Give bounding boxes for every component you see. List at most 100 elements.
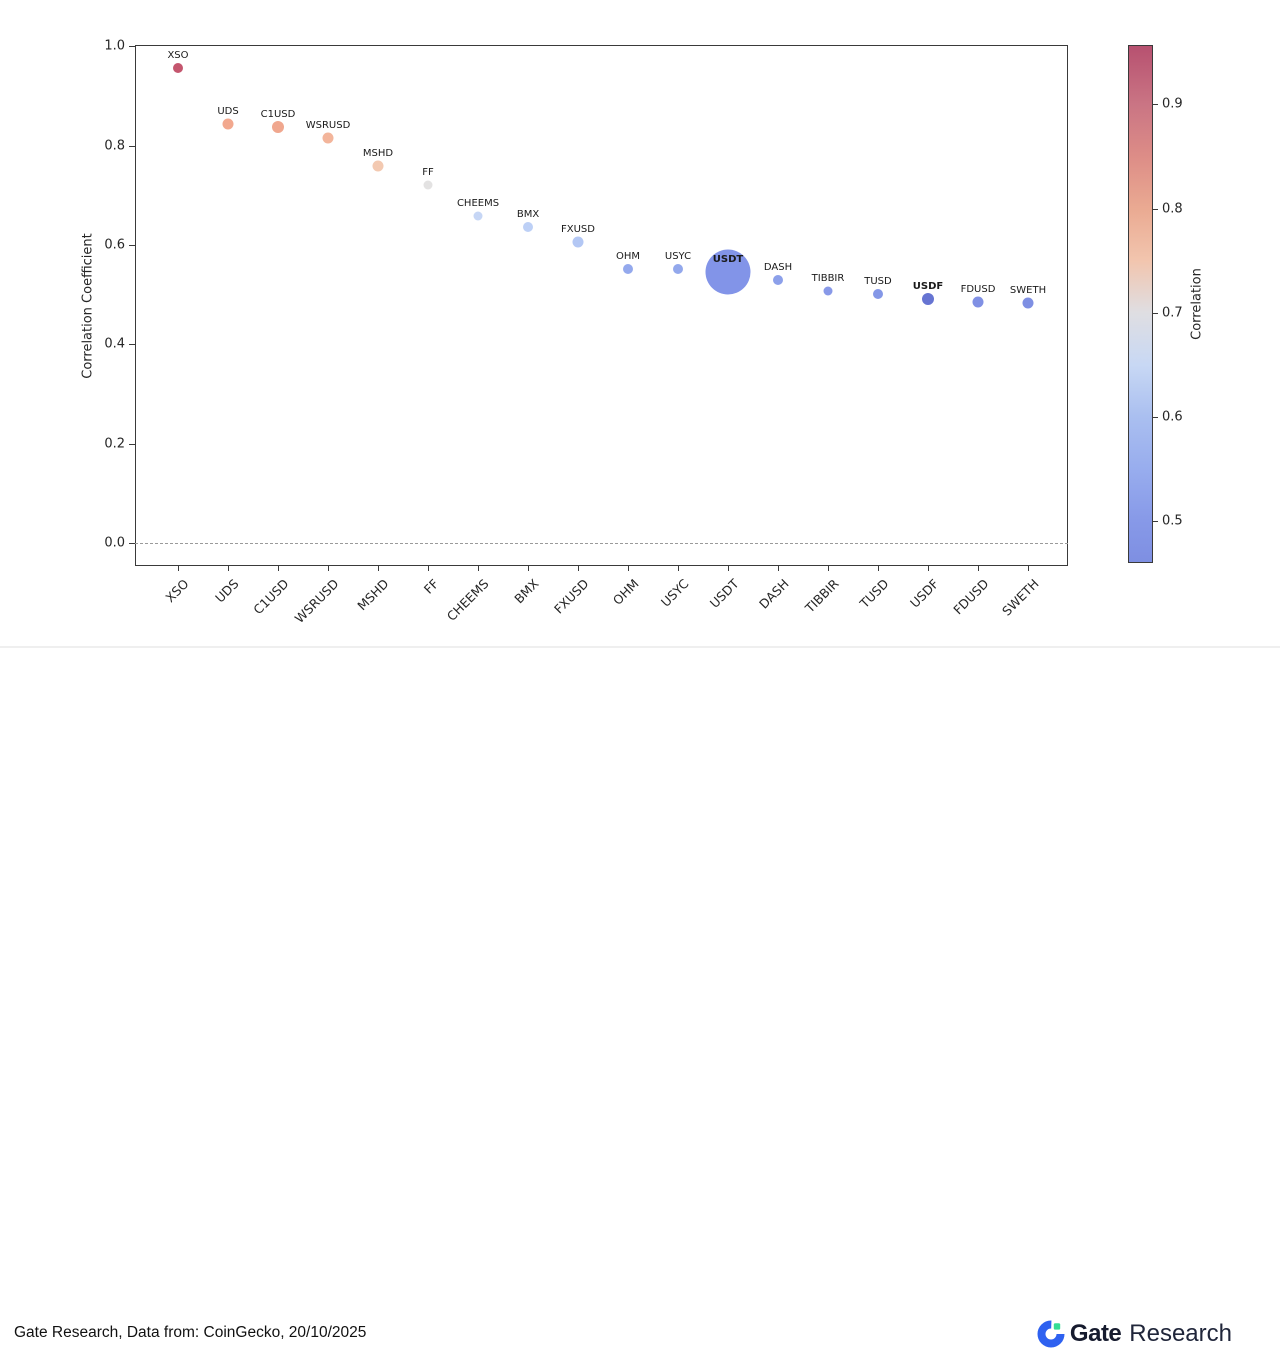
- x-tick-label: TIBBIR: [802, 576, 842, 616]
- x-tick-mark: [678, 566, 679, 571]
- data-source-text: Gate Research, Data from: CoinGecko, 20/…: [14, 1324, 367, 1341]
- y-tick-mark: [129, 145, 135, 147]
- data-point-label: USDF: [912, 281, 944, 293]
- y-axis-title: Correlation Coefficient: [80, 233, 96, 379]
- data-point-ohm: [623, 263, 633, 274]
- x-tick-mark: [378, 566, 379, 571]
- x-tick-label: UDS: [212, 576, 242, 606]
- x-tick-label: BMX: [511, 576, 542, 607]
- data-point-usdf: [922, 293, 934, 306]
- x-tick-mark: [428, 566, 429, 571]
- y-tick-label: 0.0: [104, 535, 125, 551]
- data-point-tibbir: [823, 286, 833, 296]
- x-tick-mark: [228, 566, 229, 571]
- footer: Gate Research, Data from: CoinGecko, 20/…: [0, 648, 1280, 1348]
- data-point-label: MSHD: [362, 147, 394, 159]
- data-point-label: DASH: [763, 261, 793, 273]
- x-tick-mark: [578, 566, 579, 571]
- data-point-label: CHEEMS: [456, 197, 500, 209]
- y-tick-mark: [129, 443, 135, 445]
- data-point-cheems: [473, 211, 483, 221]
- y-tick-label: 0.6: [104, 237, 125, 253]
- x-tick-label: XSO: [162, 576, 192, 606]
- x-tick-mark: [828, 566, 829, 571]
- footer-divider: [0, 646, 1280, 648]
- colorbar-tick-label: 0.7: [1162, 305, 1183, 321]
- data-point-bmx: [523, 221, 533, 232]
- x-tick-label: MSHD: [354, 576, 392, 614]
- data-point-label: TIBBIR: [811, 272, 845, 284]
- data-point-sweth: [1022, 297, 1034, 309]
- data-point-label: FDUSD: [960, 283, 996, 295]
- data-point-label: WSRUSD: [305, 120, 351, 132]
- data-point-label: USYC: [664, 251, 692, 263]
- x-tick-label: C1USD: [250, 576, 292, 618]
- data-point-label: TUSD: [864, 275, 892, 287]
- y-tick-label: 0.8: [104, 138, 125, 154]
- data-point-label: UDS: [217, 106, 239, 118]
- data-point-tusd: [873, 288, 883, 299]
- data-point-label: FF: [422, 166, 434, 178]
- data-point-uds: [222, 118, 234, 130]
- x-tick-label: USDF: [907, 576, 942, 611]
- gate-research-logo: Gate Research: [1037, 1318, 1232, 1350]
- plot-area: [135, 45, 1068, 566]
- colorbar-title: Correlation: [1189, 268, 1205, 340]
- x-tick-mark: [528, 566, 529, 571]
- data-point-fdusd: [972, 296, 984, 308]
- data-point-wsrusd: [322, 132, 334, 144]
- x-tick-label: USYC: [657, 576, 692, 610]
- y-tick-mark: [129, 46, 135, 48]
- x-tick-mark: [778, 566, 779, 571]
- colorbar-tick-mark: [1153, 208, 1158, 210]
- colorbar-tick-label: 0.9: [1162, 96, 1183, 112]
- x-tick-label: DASH: [756, 576, 792, 612]
- data-point-label: FXUSD: [561, 223, 595, 235]
- data-point-usyc: [673, 264, 683, 275]
- x-tick-label: USDT: [706, 576, 742, 611]
- data-point-xso: [173, 62, 183, 73]
- colorbar-tick-mark: [1153, 521, 1158, 523]
- colorbar: [1128, 45, 1153, 563]
- data-point-label: C1USD: [260, 108, 296, 120]
- colorbar-tick-mark: [1153, 312, 1158, 314]
- brand-name-bold: Gate: [1069, 1320, 1122, 1347]
- x-tick-mark: [328, 566, 329, 571]
- data-point-usdt: [705, 249, 751, 295]
- data-point-label: USDT: [712, 254, 744, 266]
- y-tick-mark: [129, 543, 135, 545]
- y-tick-label: 1.0: [104, 38, 125, 54]
- x-tick-label: CHEEMS: [443, 576, 492, 624]
- data-point-ff: [423, 180, 433, 190]
- y-tick-label: 0.4: [104, 336, 125, 352]
- data-point-fxusd: [572, 236, 584, 248]
- x-tick-mark: [628, 566, 629, 571]
- data-point-dash: [773, 274, 783, 285]
- x-tick-mark: [878, 566, 879, 571]
- x-tick-label: OHM: [609, 576, 642, 608]
- x-tick-mark: [728, 566, 729, 571]
- data-point-label: OHM: [615, 250, 641, 262]
- gate-logo-icon: [1037, 1320, 1065, 1348]
- x-tick-mark: [278, 566, 279, 571]
- correlation-scatter-chart: Correlation Coefficient Correlation 0.0 0…: [0, 0, 1280, 650]
- x-tick-label: FXUSD: [550, 576, 592, 617]
- colorbar-tick-mark: [1153, 104, 1158, 106]
- colorbar-tick-mark: [1153, 417, 1158, 419]
- colorbar-tick-label: 0.5: [1162, 513, 1183, 529]
- x-tick-label: WSRUSD: [291, 576, 342, 626]
- x-tick-label: TUSD: [856, 576, 892, 611]
- x-tick-label: SWETH: [999, 576, 1042, 619]
- brand-name-regular: Research: [1129, 1320, 1232, 1347]
- x-tick-label: FDUSD: [950, 576, 992, 618]
- x-tick-mark: [978, 566, 979, 571]
- x-tick-mark: [478, 566, 479, 571]
- y-tick-mark: [129, 344, 135, 346]
- x-tick-label: FF: [420, 576, 442, 597]
- data-point-c1usd: [272, 120, 284, 133]
- y-tick-mark: [129, 245, 135, 247]
- x-tick-mark: [1028, 566, 1029, 571]
- data-point-label: SWETH: [1009, 284, 1047, 296]
- colorbar-tick-label: 0.8: [1162, 201, 1183, 217]
- data-point-mshd: [372, 160, 384, 172]
